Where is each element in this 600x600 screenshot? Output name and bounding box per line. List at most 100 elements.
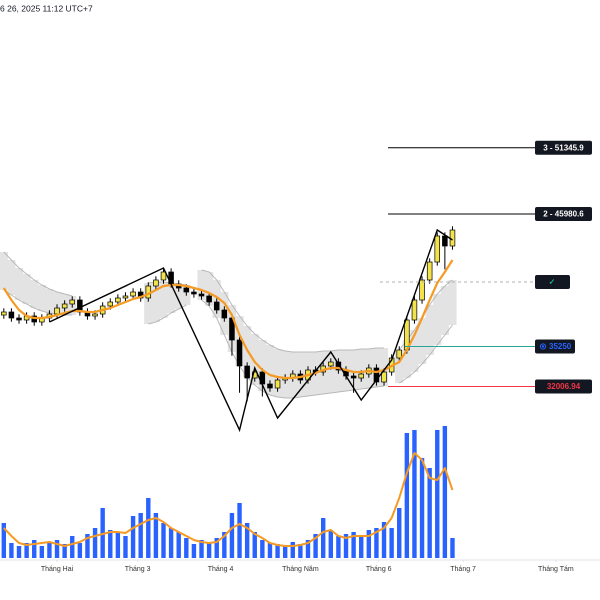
- band-slice: [0, 252, 8, 290]
- volume-bar: [191, 544, 197, 558]
- band-slice: [440, 286, 449, 335]
- volume-bar: [412, 430, 417, 558]
- band-slice: [357, 349, 366, 389]
- candle-body: [1, 311, 7, 316]
- volume-bar: [282, 546, 288, 558]
- candle-body: [130, 291, 136, 297]
- chart-title: 6 26, 2025 11:12 UTC+7: [0, 3, 93, 13]
- volume-bar: [336, 536, 341, 558]
- band-slice: [258, 340, 267, 391]
- volume-bar: [70, 536, 75, 558]
- band-slice: [433, 294, 442, 345]
- x-tick-label: Tháng 4: [208, 566, 234, 573]
- volume-bar: [328, 530, 333, 558]
- candle-body: [69, 299, 75, 305]
- candle-body: [358, 373, 364, 379]
- candle-body: [115, 297, 121, 303]
- volume-bar: [381, 522, 387, 558]
- level-label-box: [535, 207, 592, 222]
- volume-bar: [184, 538, 189, 558]
- volume-bar: [62, 544, 67, 558]
- volume-ma-line: [3, 452, 454, 547]
- volume-bar: [32, 540, 37, 558]
- band-slice: [402, 340, 411, 378]
- level-label: 3 - 51345.9: [543, 143, 584, 152]
- candle-body: [198, 293, 205, 297]
- volume-bar: [222, 532, 227, 558]
- volume-bar: [54, 540, 60, 558]
- band-slice: [205, 272, 214, 306]
- band-lower: [148, 304, 187, 325]
- volume-bar: [267, 543, 273, 558]
- band-slice: [425, 305, 434, 355]
- volume-bar: [237, 503, 242, 558]
- band-slice: [174, 284, 183, 309]
- x-tick-label: Tháng Hai: [41, 566, 74, 573]
- band-slice: [167, 283, 176, 313]
- band-slice: [197, 270, 206, 300]
- volume-bar: [427, 468, 432, 558]
- level-icon: [539, 343, 547, 350]
- axis-background: [0, 560, 600, 600]
- volume-bar: [351, 532, 356, 558]
- candle-body: [426, 261, 433, 281]
- level-label: ✓: [549, 278, 556, 287]
- volume-bar: [108, 530, 113, 558]
- level-label: 35250: [549, 342, 572, 351]
- volume-bar: [24, 543, 29, 558]
- x-tick-label: Tháng 7: [450, 566, 476, 573]
- volume-bar: [92, 528, 98, 558]
- volume-bar: [366, 530, 372, 558]
- volume-bar: [290, 542, 295, 558]
- candle-body: [183, 287, 190, 293]
- band-slice: [30, 280, 39, 308]
- candle-body: [244, 365, 250, 379]
- x-tick-label: Tháng Tám: [538, 566, 574, 573]
- axis-layer: Tháng Hai Tháng 3 Tháng 4 Tháng Năm Tháng 6 T…: [41, 560, 574, 573]
- volume-bar: [123, 536, 128, 558]
- candle-body: [396, 349, 402, 359]
- x-tick-label: Tháng 3: [125, 566, 151, 573]
- moving-average-line: [2, 259, 454, 380]
- candle-body: [449, 229, 456, 247]
- level-label-box: [535, 339, 575, 354]
- band-upper: [3, 251, 73, 297]
- candle-body: [191, 291, 197, 295]
- volume-bar: [161, 523, 166, 558]
- volume-bar: [146, 498, 151, 558]
- volume-bar: [77, 543, 83, 558]
- volume-layer: [1, 426, 455, 558]
- volume-bar: [397, 508, 402, 558]
- candle-body: [160, 271, 167, 281]
- volume-bar: [442, 426, 448, 558]
- volume-bar: [419, 458, 425, 558]
- band-upper: [201, 269, 385, 353]
- candle-body: [213, 301, 220, 311]
- volume-bar: [435, 430, 440, 558]
- level-label: 32006.94: [547, 382, 581, 391]
- band-slice: [349, 350, 358, 390]
- volume-bar: [275, 544, 280, 558]
- volume-bar: [115, 532, 121, 558]
- candle-body: [206, 295, 212, 303]
- candle-body: [411, 299, 418, 321]
- volume-bar: [260, 540, 265, 558]
- volume-bar: [305, 540, 311, 558]
- band-slice: [379, 348, 389, 386]
- band-slice: [151, 282, 160, 322]
- level-label-box: [535, 379, 592, 394]
- volume-bar: [47, 542, 52, 558]
- band-slice: [7, 260, 16, 295]
- band-slice: [52, 292, 62, 314]
- volume-bar: [16, 546, 22, 558]
- volume-bar: [199, 540, 204, 558]
- volume-bar: [85, 534, 90, 558]
- candle-body: [122, 295, 129, 299]
- candle-body: [381, 371, 387, 383]
- volume-bar: [343, 534, 349, 558]
- candle-body: [419, 279, 425, 301]
- x-tick-label: Tháng 6: [366, 566, 392, 573]
- volume-bar: [130, 516, 136, 558]
